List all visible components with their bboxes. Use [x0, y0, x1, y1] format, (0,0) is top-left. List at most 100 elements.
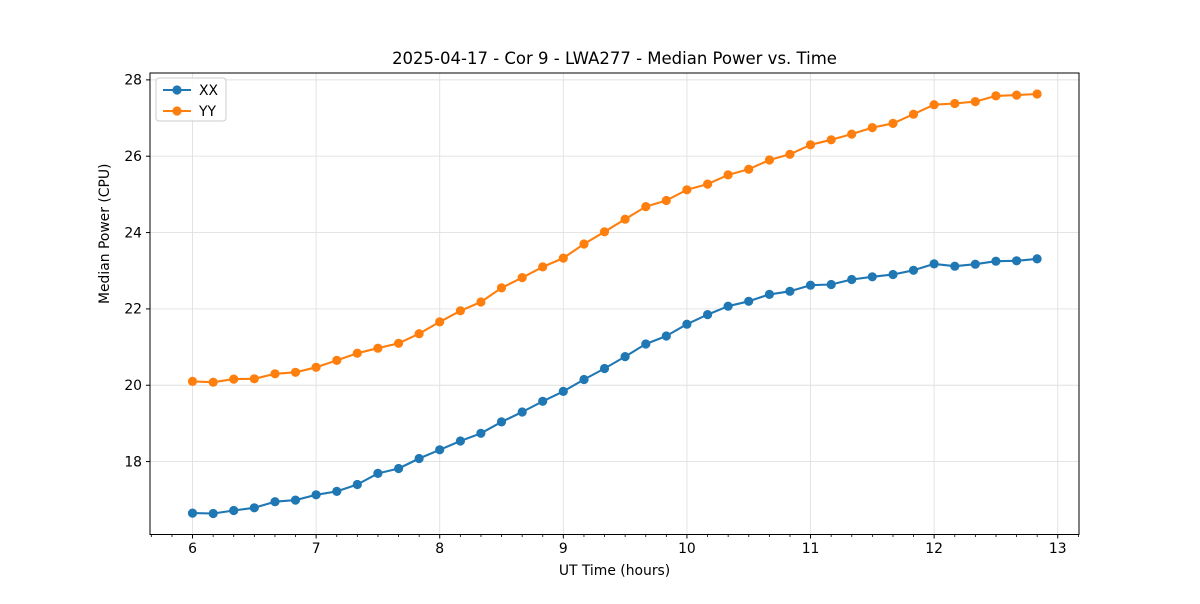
data-point-XX — [394, 463, 404, 474]
legend-label: YY — [198, 104, 216, 120]
data-point-YY — [620, 214, 630, 224]
data-point-XX — [1012, 256, 1022, 266]
data-point-YY — [847, 129, 857, 139]
data-point-XX — [414, 453, 424, 464]
data-point-YY — [394, 338, 404, 348]
data-point-XX — [435, 445, 445, 455]
legend-marker — [172, 85, 182, 95]
data-point-YY — [373, 343, 383, 353]
data-point-XX — [682, 319, 692, 329]
data-point-YY — [517, 273, 527, 283]
data-point-YY — [888, 118, 898, 128]
data-point-YY — [414, 329, 424, 339]
data-point-YY — [229, 374, 239, 384]
data-point-XX — [496, 417, 507, 427]
data-point-XX — [538, 396, 548, 406]
data-point-YY — [682, 185, 692, 195]
data-point-YY — [476, 297, 486, 307]
data-point-YY — [311, 362, 321, 372]
data-point-YY — [991, 91, 1001, 101]
axes-frame — [149, 72, 1080, 535]
data-point-YY — [352, 348, 362, 358]
x-tick-label: 7 — [312, 541, 321, 557]
data-point-XX — [991, 256, 1001, 266]
x-tick-label: 10 — [678, 541, 696, 557]
data-point-YY — [290, 367, 301, 377]
data-point-XX — [661, 331, 671, 341]
data-point-XX — [373, 468, 383, 478]
data-point-XX — [970, 259, 980, 269]
chart-title: 2025-04-17 - Cor 9 - LWA277 - Median Pow… — [392, 49, 837, 68]
data-point-XX — [1032, 254, 1042, 264]
data-point-XX — [744, 296, 754, 306]
y-tick-label: 18 — [124, 454, 142, 470]
series-line-XX — [192, 257, 1038, 515]
data-point-XX — [476, 428, 486, 438]
y-tick-label: 22 — [124, 302, 142, 318]
x-tick-label: 8 — [435, 541, 444, 557]
data-point-YY — [703, 179, 713, 189]
data-point-YY — [538, 262, 548, 272]
data-point-YY — [496, 283, 507, 293]
data-point-XX — [826, 279, 836, 290]
data-point-YY — [908, 109, 919, 119]
data-point-XX — [579, 374, 589, 385]
data-point-YY — [805, 140, 816, 150]
data-point-XX — [888, 269, 898, 280]
data-point-XX — [599, 363, 610, 374]
x-tick-label: 12 — [925, 541, 943, 557]
data-point-YY — [599, 227, 610, 237]
data-point-YY — [1012, 90, 1022, 100]
data-point-XX — [847, 274, 857, 285]
data-point-YY — [641, 202, 651, 212]
data-point-XX — [805, 280, 816, 290]
y-tick-label: 24 — [124, 225, 142, 241]
data-point-XX — [249, 503, 259, 513]
data-point-XX — [908, 265, 919, 275]
data-point-XX — [764, 289, 775, 299]
data-point-XX — [641, 339, 651, 349]
data-point-XX — [785, 286, 795, 296]
legend-label: XX — [199, 83, 219, 99]
data-point-YY — [970, 97, 980, 107]
y-tick-label: 26 — [124, 149, 142, 165]
data-point-XX — [229, 505, 239, 516]
data-point-YY — [785, 149, 795, 159]
data-point-XX — [290, 495, 301, 505]
y-tick-label: 20 — [124, 378, 142, 394]
x-tick-label: 13 — [1049, 541, 1067, 557]
series-line-YY — [192, 92, 1038, 384]
y-tick-label: 28 — [124, 73, 142, 89]
data-point-YY — [950, 98, 960, 109]
data-point-XX — [455, 436, 465, 446]
x-tick-label: 6 — [188, 541, 197, 557]
data-point-XX — [517, 407, 527, 417]
x-tick-label: 11 — [802, 541, 820, 557]
data-point-XX — [187, 508, 198, 518]
data-point-XX — [558, 386, 568, 396]
data-point-YY — [579, 239, 589, 249]
data-point-YY — [764, 155, 775, 165]
data-point-YY — [867, 123, 877, 133]
data-point-XX — [332, 486, 342, 496]
data-point-YY — [723, 170, 733, 180]
data-point-YY — [929, 100, 939, 110]
data-point-YY — [661, 195, 671, 206]
legend-marker — [172, 106, 182, 116]
data-point-YY — [1032, 89, 1042, 99]
data-point-YY — [435, 317, 445, 327]
data-point-YY — [332, 355, 342, 365]
data-point-YY — [744, 164, 754, 174]
data-point-XX — [950, 261, 960, 271]
data-point-YY — [826, 135, 836, 145]
data-point-XX — [929, 259, 939, 269]
data-point-XX — [270, 497, 280, 507]
data-point-YY — [249, 374, 259, 384]
data-point-YY — [270, 369, 280, 379]
data-point-XX — [352, 479, 362, 490]
data-point-XX — [620, 352, 630, 362]
data-point-YY — [558, 253, 568, 263]
data-point-YY — [455, 306, 465, 316]
